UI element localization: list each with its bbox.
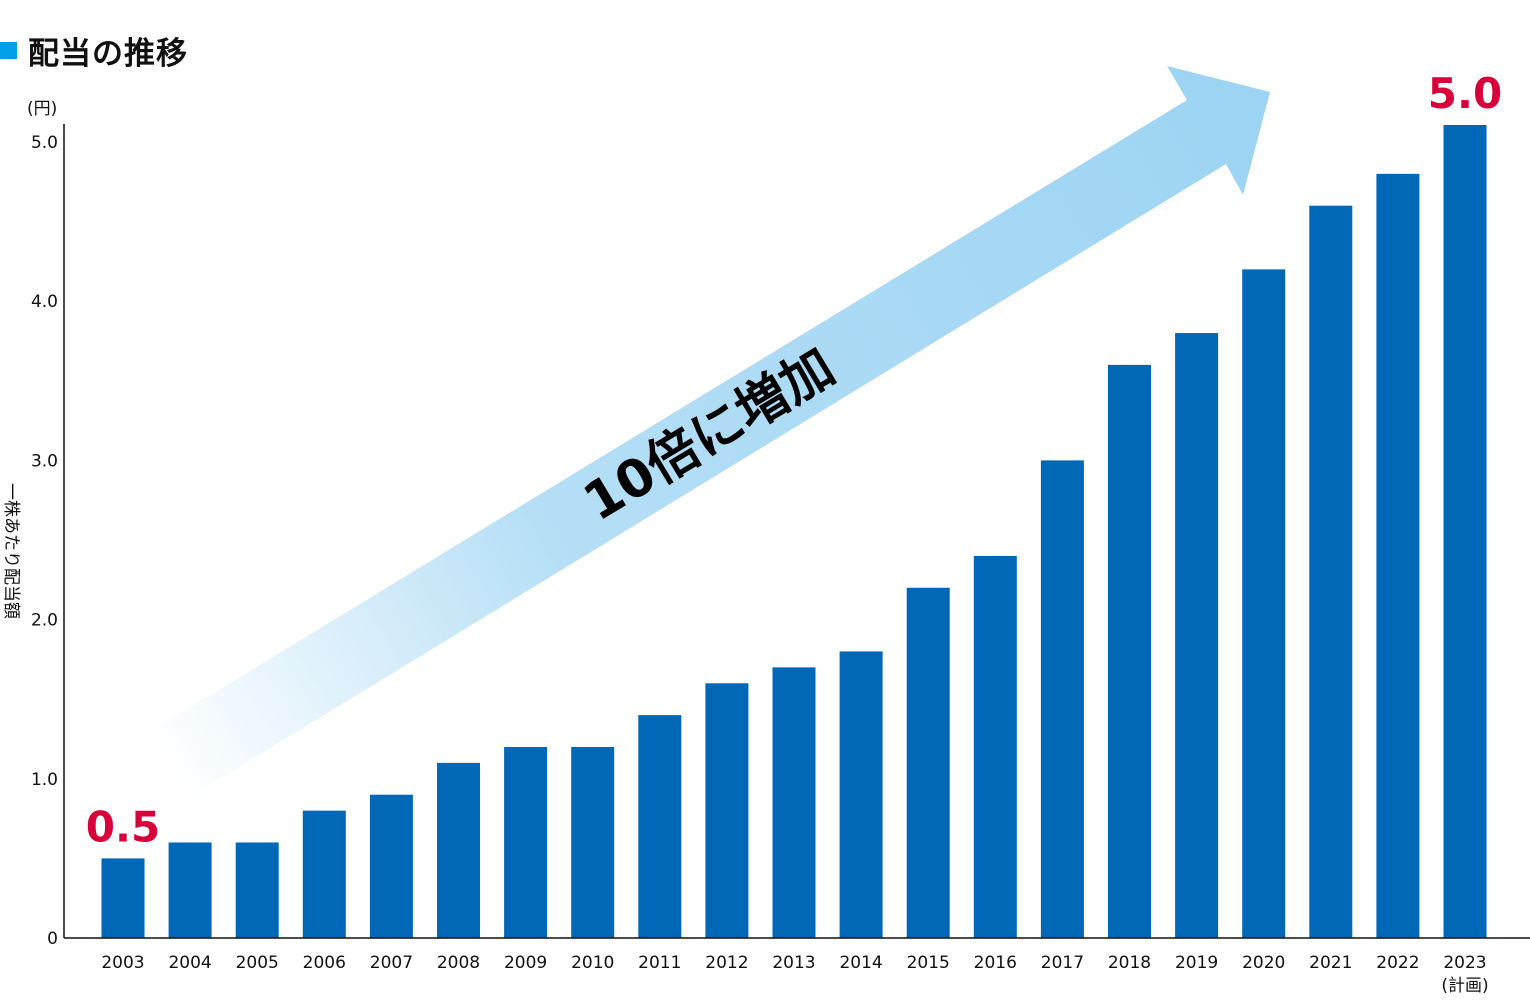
- x-tick-label: 2007: [370, 953, 413, 973]
- y-tick-label: 2.0: [31, 611, 58, 631]
- x-tick-label: 2010: [571, 953, 614, 973]
- bar-2015: [906, 587, 950, 938]
- x-tick-label: 2019: [1175, 953, 1218, 973]
- bar-2008: [437, 762, 480, 938]
- x-tick-label: 2014: [839, 953, 882, 973]
- bar-2006: [302, 810, 346, 938]
- x-tick-label: 2013: [772, 953, 815, 973]
- x-tick-label: 2006: [303, 953, 346, 973]
- bar-2005: [235, 842, 279, 938]
- y-tick-label: 0: [47, 929, 58, 949]
- x-tick-label: 2017: [1041, 953, 1084, 973]
- x-labels-group: 2003 2004 2005 2006 2007 2008 2009 2010 2011 2012…: [101, 953, 1488, 996]
- x-tick-label: 2008: [437, 953, 480, 973]
- x-tick-label: 2022: [1376, 953, 1419, 973]
- x-tick-label: 2005: [236, 953, 279, 973]
- bar-2004: [168, 842, 212, 938]
- growth-arrow: [145, 66, 1270, 800]
- bar-2016: [973, 555, 1017, 938]
- value-callout-2003: 0.5: [86, 802, 160, 851]
- bar-2019: [1175, 333, 1219, 938]
- y-ticks-group: 0 1.0 2.0 3.0 4.0 5.0: [31, 133, 58, 949]
- bar-2013: [772, 667, 816, 938]
- y-unit-label: (円): [27, 99, 57, 119]
- x-tick-label: 2015: [907, 953, 950, 973]
- bar-2018: [1108, 364, 1151, 938]
- bar-2009: [504, 746, 548, 938]
- bar-2014: [839, 651, 883, 938]
- bar-2022: [1376, 173, 1420, 939]
- title-square-icon: [0, 42, 17, 59]
- axes-group: [63, 124, 1530, 939]
- x-tick-label: 2020: [1242, 953, 1285, 973]
- bar-2012: [705, 683, 749, 938]
- bar-2010: [571, 746, 615, 938]
- x-tick-label: 2012: [705, 953, 748, 973]
- x-tick-label: 2016: [974, 953, 1017, 973]
- bar-2023: [1443, 125, 1487, 938]
- x-tick-label: 2021: [1309, 953, 1352, 973]
- x-tick-sublabel: (計画): [1441, 976, 1488, 996]
- arrow-label: 10倍に増加: [574, 337, 845, 533]
- bar-2021: [1309, 205, 1353, 938]
- bar-2007: [369, 794, 413, 938]
- growth-arrow-shape: [145, 66, 1270, 800]
- value-callout-2023: 5.0: [1428, 69, 1502, 118]
- y-tick-label: 1.0: [31, 770, 58, 790]
- x-tick-label: 2003: [101, 953, 144, 973]
- x-tick-label: 2004: [168, 953, 211, 973]
- x-tick-label: 2009: [504, 953, 547, 973]
- bars-group: [101, 125, 1487, 939]
- bar-2003: [101, 858, 145, 938]
- callouts-group: 0.5 5.0: [86, 69, 1502, 851]
- y-tick-label: 3.0: [31, 451, 58, 471]
- bar-2011: [638, 715, 682, 938]
- y-axis-label: 一株あたり配当額: [1, 483, 21, 619]
- chart-header: 配当の推移: [0, 28, 188, 73]
- y-tick-label: 5.0: [31, 133, 58, 153]
- chart-title: 配当の推移: [28, 36, 188, 72]
- x-tick-label: 2023: [1443, 953, 1486, 973]
- bar-2020: [1242, 269, 1286, 938]
- x-tick-label: 2011: [638, 953, 681, 973]
- x-tick-label: 2018: [1108, 953, 1151, 973]
- bar-2017: [1040, 460, 1084, 938]
- y-tick-label: 4.0: [31, 292, 58, 312]
